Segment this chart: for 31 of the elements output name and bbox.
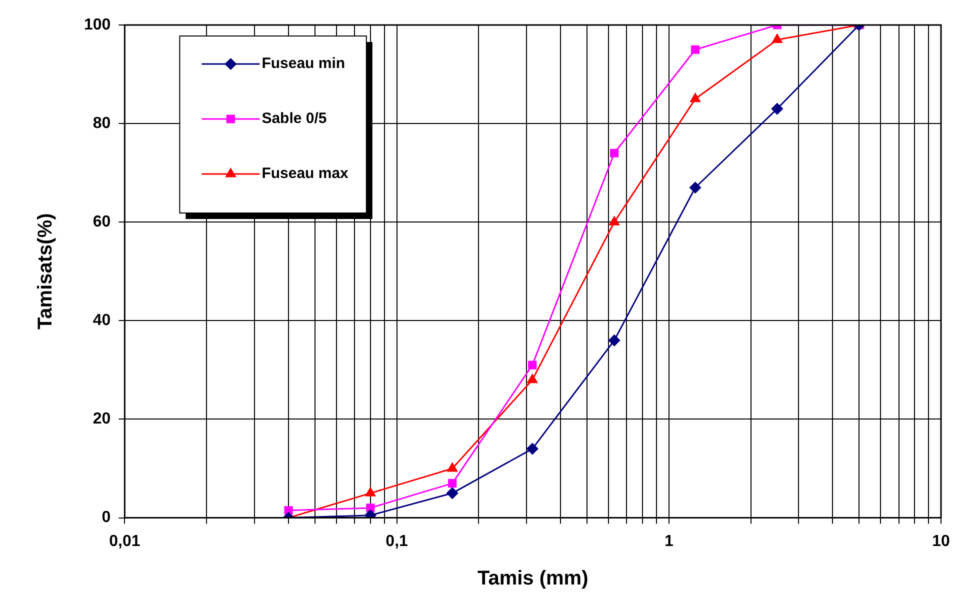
point: [526, 443, 538, 455]
point: [447, 462, 458, 472]
point: [690, 45, 700, 54]
x-tick-label: 10: [932, 532, 950, 550]
y-axis-title: Tamisats(%): [34, 213, 57, 330]
point: [690, 182, 702, 194]
point: [446, 487, 458, 499]
x-tick-label: 0,1: [386, 532, 408, 550]
point: [609, 216, 620, 226]
y-tick-label: 60: [92, 214, 111, 231]
point: [366, 504, 375, 512]
y-tick-label: 80: [92, 114, 111, 132]
x-tick-label: 1: [664, 532, 674, 550]
y-tick-label: 40: [92, 312, 111, 330]
legend-label: Fuseau max: [262, 165, 350, 182]
point: [527, 374, 538, 384]
y-tick-label: 0: [102, 509, 111, 526]
y-tick-label: 100: [84, 16, 111, 34]
point: [365, 487, 376, 496]
point: [448, 479, 457, 488]
point: [608, 334, 620, 346]
x-axis-title: Tamis (mm): [477, 568, 588, 590]
legend-label: Sable 0/5: [262, 110, 327, 128]
point: [528, 360, 537, 370]
point: [771, 103, 783, 115]
point: [772, 34, 782, 44]
x-tick-label: 0,01: [109, 532, 140, 550]
point: [610, 148, 619, 158]
point: [690, 93, 700, 102]
legend-label: Fuseau min: [262, 55, 346, 72]
y-tick-label: 20: [92, 410, 111, 428]
